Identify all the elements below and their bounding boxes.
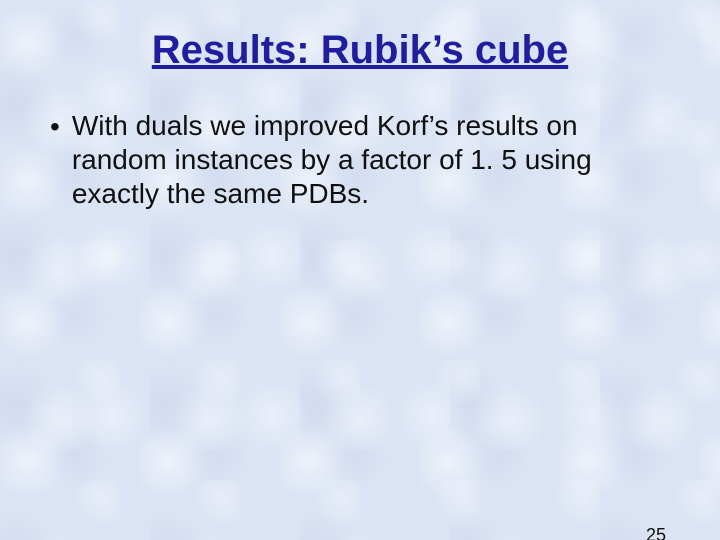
bullet-marker: • [50,109,60,144]
bullet-text: With duals we improved Korf’s results on… [72,109,660,211]
slide-title: Results: Rubik’s cube [0,28,720,73]
page-number: 25 [646,525,666,540]
bullet-list: • With duals we improved Korf’s results … [50,109,660,211]
bullet-item: • With duals we improved Korf’s results … [50,109,660,211]
